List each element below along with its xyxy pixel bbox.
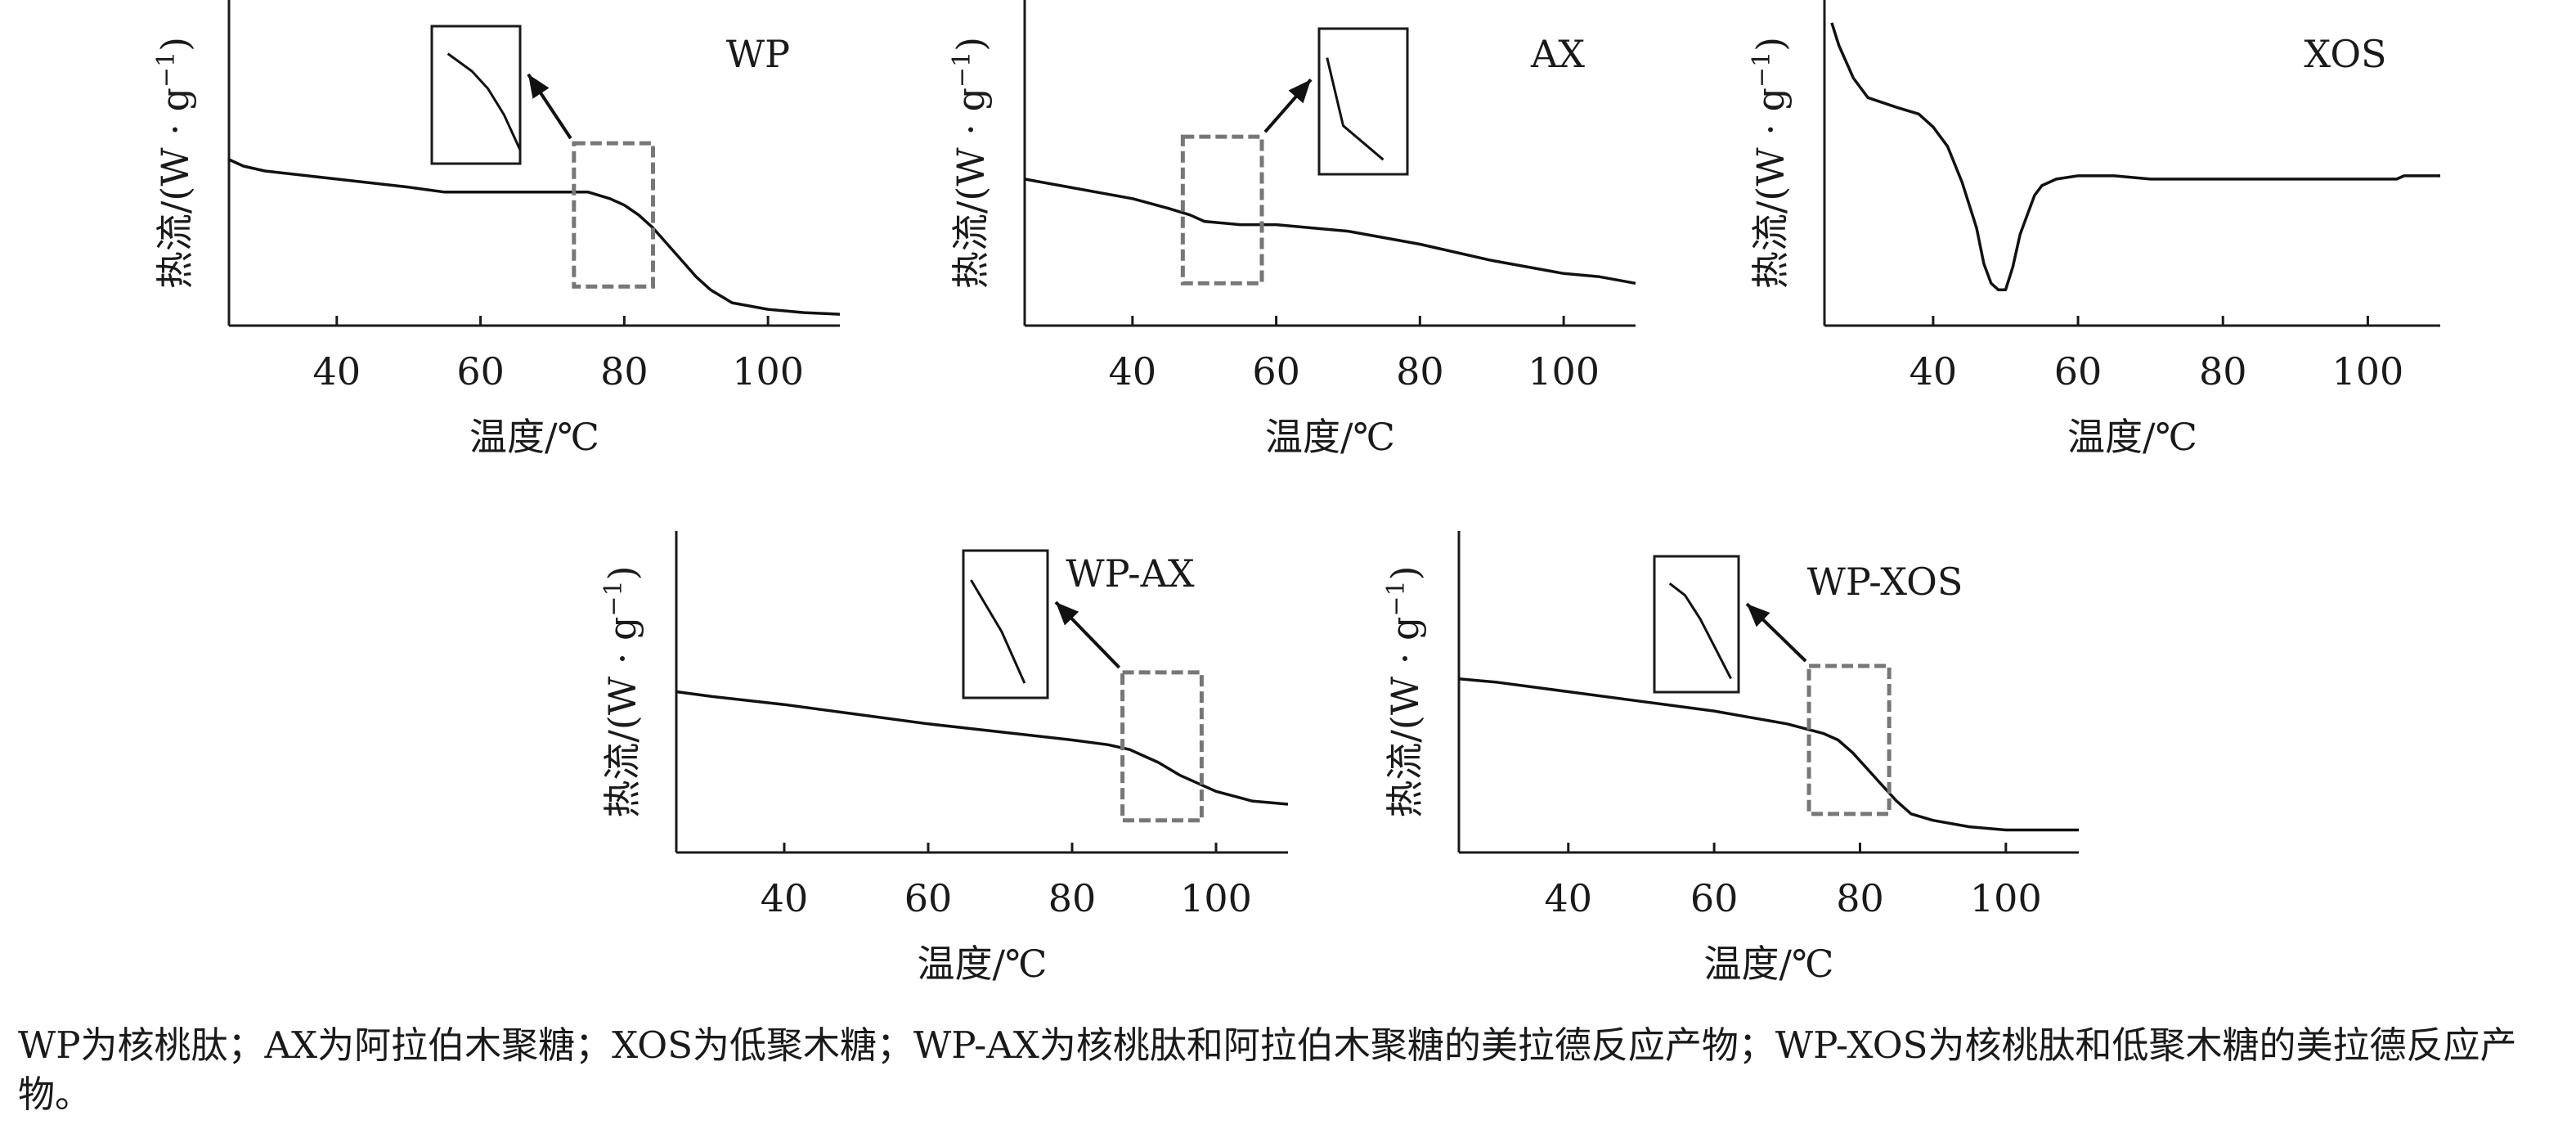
zoom-arrow-head — [1056, 602, 1079, 626]
zoom-inset-box — [1317, 27, 1409, 176]
x-tick-label: 60 — [904, 876, 953, 920]
highlight-region — [572, 141, 656, 289]
x-tick-label: 80 — [1396, 349, 1444, 394]
zoom-inset-box — [1653, 555, 1740, 694]
panel-title: WP-XOS — [1807, 560, 1963, 604]
chart-panel-5: 40 60 80 100 温度/℃ 热流/(W · g−1) WP-XOS — [1382, 531, 2079, 986]
chart-panel-3: 40 60 80 100 温度/℃ 热流/(W · g−1) XOS — [1748, 0, 2440, 459]
heat-flow-curve — [228, 158, 841, 316]
zoom-inset-box — [962, 549, 1049, 699]
x-tick-label: 80 — [600, 349, 648, 394]
chart-panel-4: 40 60 80 100 温度/℃ 热流/(W · g−1) WP-AX — [599, 531, 1289, 986]
y-axis-label: 热流/(W · g−1) — [152, 37, 198, 289]
panel-title: WP — [726, 32, 790, 76]
chart-panel-2: 40 60 80 100 温度/℃ 热流/(W · g−1) AX — [948, 0, 1636, 459]
x-tick-label: 80 — [2199, 349, 2247, 394]
heat-flow-curve — [1458, 677, 2079, 832]
y-axis-label: 热流/(W · g−1) — [1382, 565, 1428, 817]
x-tick-label: 80 — [1836, 876, 1884, 920]
heat-flow-curve — [675, 690, 1289, 806]
zoom-inset-curve — [1668, 582, 1732, 680]
x-tick-label: 60 — [1252, 349, 1300, 394]
y-axis-label: 热流/(W · g−1) — [948, 37, 994, 289]
x-tick-label: 100 — [1528, 349, 1600, 394]
x-tick-label: 60 — [1690, 876, 1739, 920]
x-tick-label: 40 — [1109, 349, 1157, 394]
x-tick-label: 40 — [313, 349, 361, 394]
zoom-inset-box — [430, 25, 522, 165]
panel-title: XOS — [2304, 32, 2386, 76]
figure-caption: WP为核桃肽；AX为阿拉伯木聚糖；XOS为低聚木糖；WP-AX为核桃肽和阿拉伯木… — [18, 1023, 2517, 1116]
x-tick-label: 40 — [1544, 876, 1592, 920]
y-axis-label: 热流/(W · g−1) — [599, 565, 645, 817]
x-tick-label: 40 — [761, 876, 809, 920]
zoom-arrow-head — [1747, 604, 1770, 627]
x-tick-label: 40 — [1910, 349, 1958, 394]
x-tick-label: 100 — [732, 349, 804, 394]
x-axis-label: 温度/℃ — [918, 942, 1048, 986]
x-axis-label: 温度/℃ — [1704, 942, 1834, 986]
highlight-region — [1120, 670, 1204, 823]
x-tick-label: 60 — [2054, 349, 2103, 394]
heat-flow-curve — [1830, 22, 2440, 291]
x-tick-label: 80 — [1048, 876, 1097, 920]
y-axis-label: 热流/(W · g−1) — [1748, 37, 1793, 289]
x-axis-label: 温度/℃ — [1265, 415, 1395, 459]
highlight-region — [1180, 134, 1264, 286]
x-tick-label: 60 — [456, 349, 505, 394]
x-tick-label: 100 — [2332, 349, 2404, 394]
x-axis-label: 温度/℃ — [2067, 415, 2197, 459]
panel-title: AX — [1530, 32, 1585, 76]
heat-flow-curve — [1024, 178, 1636, 286]
zoom-inset-curve — [1326, 57, 1384, 161]
zoom-inset-curve — [970, 579, 1026, 684]
panel-title: WP-AX — [1066, 551, 1194, 596]
highlight-region — [1806, 663, 1892, 816]
zoom-arrow-head — [528, 74, 550, 99]
x-tick-label: 100 — [1180, 876, 1252, 920]
x-axis-label: 温度/℃ — [469, 415, 599, 459]
x-tick-label: 100 — [1970, 876, 2042, 920]
zoom-arrow-head — [1288, 79, 1311, 104]
zoom-inset-curve — [447, 52, 522, 151]
chart-panel-1: 40 60 80 100 温度/℃ 热流/(W · g−1) WP — [152, 0, 841, 459]
